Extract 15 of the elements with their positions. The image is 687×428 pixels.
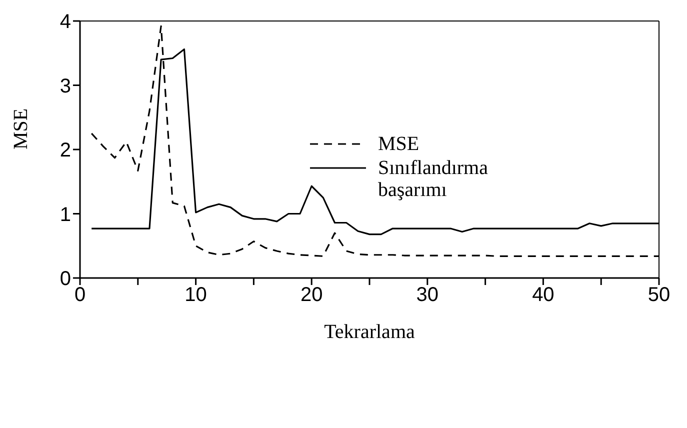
legend-label: Sınıflandırma başarımı: [378, 157, 489, 201]
y-tick-label: 4: [60, 11, 71, 34]
legend-label: MSE: [378, 133, 420, 155]
x-tick-label: 10: [184, 284, 207, 306]
x-axis-title: Tekrarlama: [324, 321, 415, 343]
y-tick-label: 2: [60, 140, 71, 162]
x-tick-label: 50: [648, 284, 670, 306]
y-tick-label: 3: [60, 75, 71, 98]
y-axis-title: MSE: [10, 108, 32, 150]
x-tick-label: 30: [416, 284, 439, 306]
x-tick-label: 40: [532, 284, 554, 306]
x-tick-label: 0: [74, 284, 86, 306]
y-tick-label: 1: [60, 204, 71, 226]
x-tick-label: 20: [300, 284, 323, 306]
y-tick-label: 0: [60, 268, 71, 290]
